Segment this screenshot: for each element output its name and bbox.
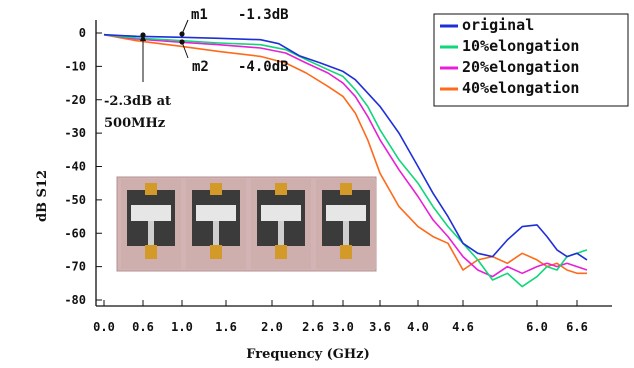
photo-sample-connector-bottom	[340, 245, 352, 259]
y-tick-label: -10	[64, 59, 86, 73]
y-tick-label: -70	[64, 260, 86, 274]
photo-sample-strip	[261, 205, 301, 221]
series-line-original	[103, 33, 588, 261]
note-500mhz-line1: -2.3dB at	[104, 94, 171, 109]
marker-m1-label: m1	[191, 7, 208, 23]
photo-sample-connector-bottom	[210, 245, 222, 259]
x-tick-label: 0.6	[132, 320, 154, 334]
y-tick-label: 0	[79, 26, 86, 40]
marker-m2-label: m2	[192, 59, 209, 75]
x-tick-label: 4.6	[452, 320, 474, 334]
photo-sample-trace	[343, 221, 349, 245]
photo-sample-connector-bottom	[275, 245, 287, 259]
series-line-20-elongation	[103, 33, 588, 278]
legend-box	[433, 13, 629, 107]
legend-label: 10%elongation	[462, 37, 579, 55]
x-tick-label: 1.6	[215, 320, 237, 334]
y-tick-label: -40	[64, 160, 86, 174]
marker-m1-value: -1.3dB	[238, 7, 289, 23]
photo-sample-trace	[278, 221, 284, 245]
series-group	[103, 33, 588, 288]
legend-label: 40%elongation	[462, 79, 579, 97]
photo-sample-connector-bottom	[145, 245, 157, 259]
legend: original 10%elongation 20%elongation 40%elo…	[433, 13, 629, 107]
marker-500mhz-arrowhead	[140, 33, 146, 41]
x-tick-label: 4.0	[407, 320, 429, 334]
x-tick-label: 6.0	[526, 320, 548, 334]
marker-annotations: m1 -1.3dB m2 -4.0dB -2.3dB at 500MHz	[104, 7, 289, 131]
marker-m2-leader	[181, 41, 189, 59]
photo-sample-strip	[131, 205, 171, 221]
y-tick-label: -50	[64, 193, 86, 207]
x-tick-label: 0.0	[93, 320, 115, 334]
x-tick-label: 3.0	[332, 320, 354, 334]
x-tick-label: 2.0	[261, 320, 283, 334]
marker-m2-value: -4.0dB	[238, 59, 289, 75]
x-tick-label: 6.6	[566, 320, 588, 334]
photo-sample-strip	[326, 205, 366, 221]
photo-sample-connector-top	[275, 183, 287, 195]
photo-sample-connector-top	[210, 183, 222, 195]
x-axis-title: Frequency (GHz)	[246, 347, 369, 362]
note-500mhz-line2: 500MHz	[104, 116, 165, 131]
photo-sample-connector-top	[145, 183, 157, 195]
photo-sample-strip	[196, 205, 236, 221]
y-tick-label: -30	[64, 126, 86, 140]
photo-sample-trace	[213, 221, 219, 245]
legend-label: original	[462, 16, 534, 34]
photo-sample-connector-top	[340, 183, 352, 195]
x-tick-label: 1.0	[171, 320, 193, 334]
legend-label: 20%elongation	[462, 58, 579, 76]
series-line-10-elongation	[103, 33, 588, 288]
y-tick-label: -80	[64, 293, 86, 307]
y-tick-label: -60	[64, 226, 86, 240]
y-tick-group: 0 -10 -20 -30 -40 -50 -60 -70 -80	[64, 26, 102, 307]
x-tick-group: 0.0 0.6 1.0 1.6 2.0 2.6 3.0 3.6 4.0 4.6 6.0 6.6	[93, 300, 588, 334]
x-tick-label: 3.6	[369, 320, 391, 334]
x-tick-label: 2.6	[302, 320, 324, 334]
marker-m1-leader	[181, 19, 189, 35]
inset-photo	[116, 176, 377, 272]
photo-sample-trace	[148, 221, 154, 245]
y-axis-title: dB S12	[35, 170, 50, 222]
y-tick-label: -20	[64, 93, 86, 107]
